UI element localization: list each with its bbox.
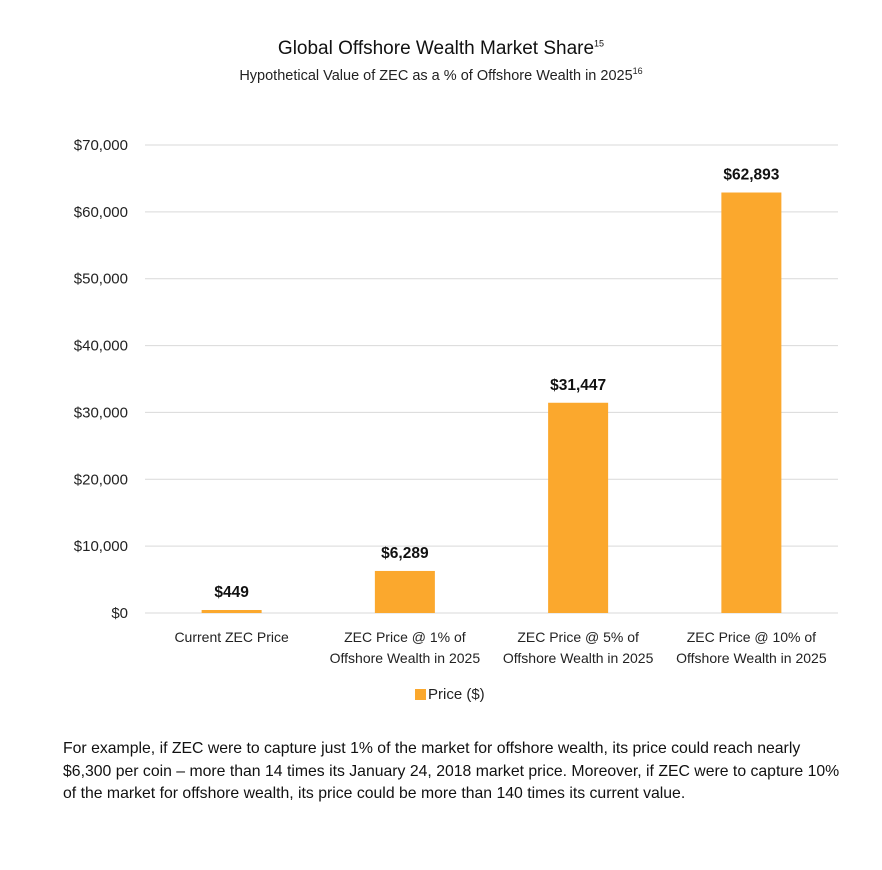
- subtitle-footnote: 16: [632, 66, 643, 76]
- bar: [721, 192, 782, 613]
- y-tick-label: $30,000: [74, 404, 128, 421]
- y-tick-label: $10,000: [74, 538, 128, 555]
- x-tick-label: ZEC Price @ 1% of: [344, 629, 466, 645]
- x-tick-label: Offshore Wealth in 2025: [330, 650, 481, 666]
- y-tick-label: $20,000: [74, 471, 128, 488]
- x-tick-label: ZEC Price @ 10% of: [687, 629, 816, 645]
- y-tick-label: $50,000: [74, 271, 128, 288]
- x-tick-label: ZEC Price @ 5% of: [517, 629, 639, 645]
- chart-subtitle-text: Hypothetical Value of ZEC as a % of Offs…: [239, 67, 633, 84]
- data-label: $31,447: [550, 377, 606, 394]
- x-tick-label: Offshore Wealth in 2025: [676, 650, 827, 666]
- chart-title-text: Global Offshore Wealth Market Share: [277, 38, 595, 59]
- chart-title: Global Offshore Wealth Market Share15: [0, 38, 882, 60]
- title-footnote: 15: [594, 38, 605, 49]
- y-tick-label: $70,000: [74, 137, 128, 154]
- y-tick-label: $0: [111, 605, 128, 622]
- legend-label: Price ($): [428, 686, 485, 703]
- bar: [548, 402, 609, 613]
- legend-swatch: [415, 689, 426, 700]
- y-tick-label: $40,000: [74, 338, 128, 355]
- bar: [201, 609, 262, 613]
- y-tick-label: $60,000: [74, 204, 128, 221]
- x-tick-label: Offshore Wealth in 2025: [503, 650, 654, 666]
- bar: [374, 570, 435, 613]
- data-label: $449: [214, 584, 249, 601]
- data-label: $6,289: [381, 545, 429, 562]
- bar-chart: $0 $10,000 $20,000 $30,000 $40,000 $50,000 $60…: [74, 137, 838, 703]
- chart-subtitle: Hypothetical Value of ZEC as a % of Offs…: [0, 66, 882, 84]
- x-tick-label: Current ZEC Price: [174, 629, 289, 645]
- data-label: $62,893: [723, 167, 779, 184]
- explanatory-note: For example, if ZEC were to capture just…: [63, 740, 840, 802]
